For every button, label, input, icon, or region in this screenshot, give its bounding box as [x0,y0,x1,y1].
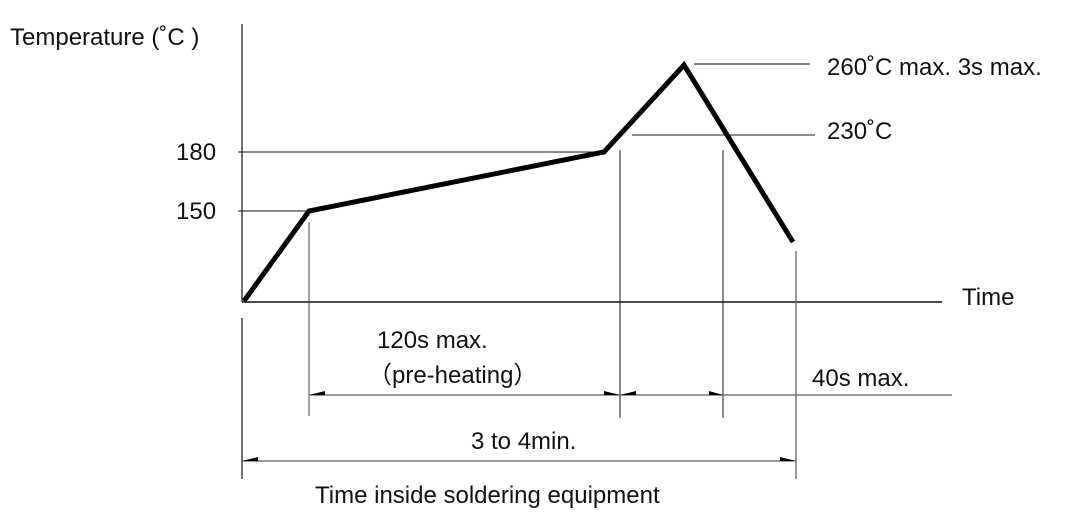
arrow-total-left [242,457,258,461]
total-duration-caption: Time inside soldering equipment [315,482,660,509]
arrow-230-right [709,391,723,395]
preheat-phase-label: （pre-heating） [368,362,538,389]
preheat-duration-label: 120s max. [377,327,488,354]
y-tick-150: 150 [176,198,217,225]
y-axis-label: Temperature (˚C ) [10,24,200,51]
arrow-preheat-left [309,391,325,395]
x-axis-label: Time [962,284,1015,311]
total-duration-label: 3 to 4min. [471,428,577,455]
threshold-annotation: 230˚C [827,118,893,145]
arrow-230-left [620,391,636,395]
temperature-profile-curve [241,60,796,303]
above-230-duration-label: 40s max. [812,365,910,392]
peak-annotation: 260˚C max. 3s max. [827,54,1042,81]
arrow-preheat-right [604,391,620,395]
arrow-total-right [780,457,796,461]
y-tick-180: 180 [176,139,217,166]
